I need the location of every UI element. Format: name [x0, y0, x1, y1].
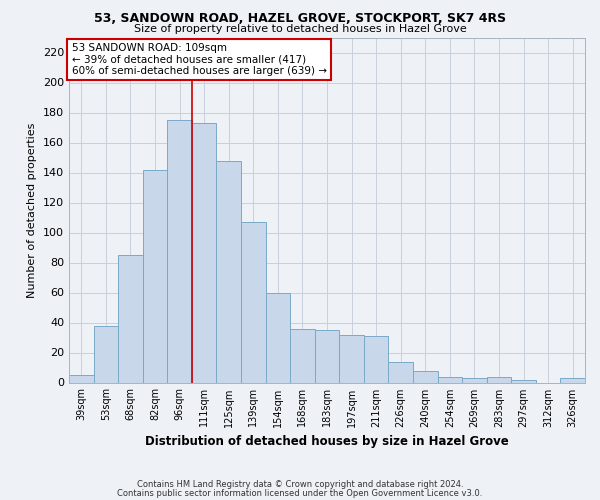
- Bar: [217, 160, 241, 382]
- X-axis label: Distribution of detached houses by size in Hazel Grove: Distribution of detached houses by size …: [145, 435, 509, 448]
- Bar: [511, 380, 536, 382]
- Text: 53, SANDOWN ROAD, HAZEL GROVE, STOCKPORT, SK7 4RS: 53, SANDOWN ROAD, HAZEL GROVE, STOCKPORT…: [94, 12, 506, 26]
- Bar: [437, 376, 462, 382]
- Bar: [266, 292, 290, 382]
- Bar: [315, 330, 339, 382]
- Bar: [388, 362, 413, 382]
- Bar: [560, 378, 585, 382]
- Bar: [290, 328, 315, 382]
- Bar: [364, 336, 388, 382]
- Text: Contains public sector information licensed under the Open Government Licence v3: Contains public sector information licen…: [118, 488, 482, 498]
- Bar: [413, 370, 437, 382]
- Bar: [143, 170, 167, 382]
- Bar: [339, 334, 364, 382]
- Bar: [192, 123, 217, 382]
- Y-axis label: Number of detached properties: Number of detached properties: [28, 122, 37, 298]
- Text: 53 SANDOWN ROAD: 109sqm
← 39% of detached houses are smaller (417)
60% of semi-d: 53 SANDOWN ROAD: 109sqm ← 39% of detache…: [71, 42, 326, 76]
- Bar: [94, 326, 118, 382]
- Bar: [69, 375, 94, 382]
- Bar: [118, 255, 143, 382]
- Text: Size of property relative to detached houses in Hazel Grove: Size of property relative to detached ho…: [134, 24, 466, 34]
- Bar: [241, 222, 266, 382]
- Bar: [462, 378, 487, 382]
- Bar: [487, 376, 511, 382]
- Bar: [167, 120, 192, 382]
- Text: Contains HM Land Registry data © Crown copyright and database right 2024.: Contains HM Land Registry data © Crown c…: [137, 480, 463, 489]
